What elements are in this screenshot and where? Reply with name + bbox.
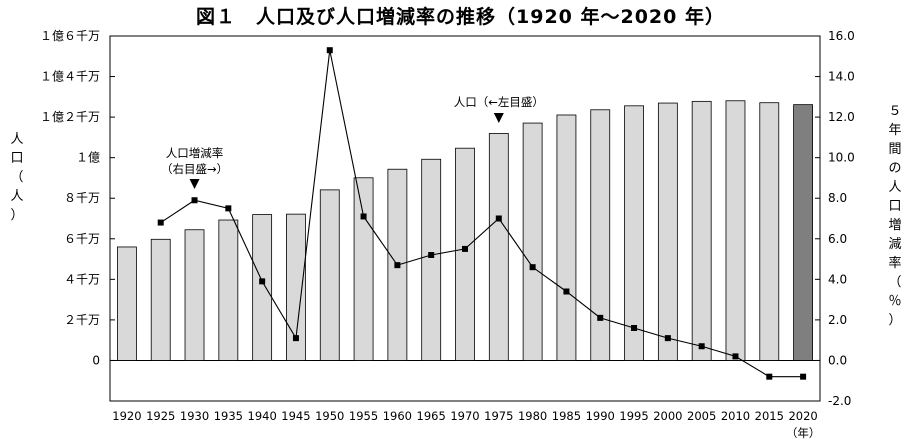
left-tick-label: １億２千万 (40, 110, 100, 124)
rate-point-1975 (495, 215, 502, 222)
x-tick-label: 1940 (248, 409, 277, 423)
left-tick-label: 0 (92, 353, 100, 367)
rate-point-1935 (225, 205, 232, 212)
line-layer (157, 47, 807, 380)
left-tick-label: ８千万 (64, 191, 100, 205)
annotation-arrow-1930 (189, 179, 200, 189)
x-tick-label: 1925 (146, 409, 175, 423)
bar-1970 (455, 147, 475, 361)
rate-point-1950 (326, 47, 333, 54)
x-tick-label: 1955 (349, 409, 378, 423)
right-tick-label: 8.0 (828, 191, 847, 205)
bar-1925 (150, 238, 171, 361)
annotation-population-label: 人口（←左目盛） (454, 95, 544, 109)
x-tick-label: 1970 (450, 409, 479, 423)
right-tick-label: 16.0 (828, 29, 855, 43)
left-tick-label: １億６千万 (40, 29, 100, 43)
rate-point-1925 (157, 219, 164, 226)
x-tick-label: 1945 (281, 409, 310, 423)
bar-2020 (793, 104, 813, 361)
rate-point-2005 (698, 343, 705, 350)
y-axis-left-label: 人口（人） (10, 132, 24, 223)
annotation-rate-line2: （右目盛→） (161, 162, 228, 176)
bar-1930 (184, 229, 205, 361)
x-tick-label: 1920 (112, 409, 141, 423)
rate-point-1965 (428, 252, 435, 258)
x-tick-label: 1935 (214, 409, 243, 423)
bar-1950 (319, 189, 340, 361)
rate-point-1955 (360, 213, 367, 220)
bar-1990 (590, 109, 611, 361)
right-tick-label: 14.0 (828, 70, 855, 84)
annotations-layer: 人口増減率 （右目盛→） 人口（←左目盛） (161, 95, 544, 189)
rate-point-2000 (664, 335, 671, 342)
bar-1975 (488, 133, 509, 361)
x-tick-label: 1950 (315, 409, 344, 423)
x-tick-label: 1965 (417, 409, 446, 423)
bar-2005 (691, 100, 712, 361)
rate-point-1945 (292, 335, 299, 342)
rate-point-1930 (191, 197, 198, 204)
bar-1995 (624, 105, 644, 361)
left-tick-label: ４千万 (64, 272, 100, 286)
x-tick-label: 2020 (788, 409, 817, 423)
x-tick-label: 1980 (518, 409, 547, 423)
x-tick-label: 2010 (721, 409, 750, 423)
rate-point-1960 (394, 262, 401, 269)
rate-point-2010 (732, 353, 739, 360)
x-tick-label: 1975 (484, 409, 513, 423)
bar-1945 (286, 213, 306, 361)
x-tick-label: 1995 (619, 409, 648, 423)
rate-point-2015 (766, 373, 773, 380)
right-tick-label: 12.0 (828, 110, 855, 124)
rate-point-1985 (563, 288, 570, 295)
bar-1935 (218, 219, 239, 361)
plot-frame (109, 35, 821, 402)
rate-point-2020 (800, 373, 807, 380)
right-tick-label: 6.0 (828, 232, 847, 246)
left-tick-label: １億４千万 (40, 70, 100, 84)
x-tick-label: 1990 (586, 409, 615, 423)
annotation-arrow-1975 (493, 113, 504, 123)
annotation-rate-line1: 人口増減率 (166, 146, 224, 160)
bar-1920 (117, 246, 137, 361)
x-tick-label: 2005 (687, 409, 716, 423)
x-tick-label: 2000 (653, 409, 682, 423)
right-tick-label: 2.0 (828, 313, 847, 327)
bar-1940 (252, 214, 273, 361)
growth-rate-line (160, 50, 804, 378)
rate-point-1995 (631, 325, 638, 331)
chart-title: 図１ 人口及び人口増減率の推移（1920 年～2020 年） (196, 6, 725, 28)
x-tick-label: 1930 (180, 409, 209, 423)
x-tick-label: 1960 (383, 409, 412, 423)
rate-point-1940 (259, 278, 266, 285)
right-tick-label: 10.0 (828, 151, 855, 165)
bar-2015 (759, 102, 780, 361)
rate-point-1980 (529, 264, 536, 271)
left-tick-label: ２千万 (64, 313, 100, 327)
x-tick-label: 2015 (755, 409, 784, 423)
left-tick-label: ６千万 (64, 232, 100, 246)
bar-1980 (522, 122, 543, 361)
right-tick-label: -2.0 (828, 394, 851, 408)
bar-2010 (725, 100, 746, 361)
x-axis-unit: （年） (786, 426, 821, 440)
bar-1955 (353, 177, 374, 361)
bar-2000 (657, 102, 678, 361)
rate-point-1990 (597, 314, 604, 321)
bar-1985 (556, 114, 577, 361)
bar-1965 (421, 158, 442, 361)
bars-layer (117, 100, 813, 361)
x-tick-label: 1985 (552, 409, 581, 423)
y-axis-right-label: ５ 年間の人口増減率（％） (888, 104, 902, 328)
right-tick-label: 4.0 (828, 272, 847, 286)
rate-point-1970 (462, 245, 468, 252)
right-tick-label: 0.0 (828, 353, 847, 367)
axes-layer: 0 ２千万 ４千万 ６千万 ８千万 １億 １億２千万 １億４千万 １億６千万 -2.0 0.0 2.0… (40, 29, 855, 440)
left-tick-label: １億 (76, 151, 100, 165)
